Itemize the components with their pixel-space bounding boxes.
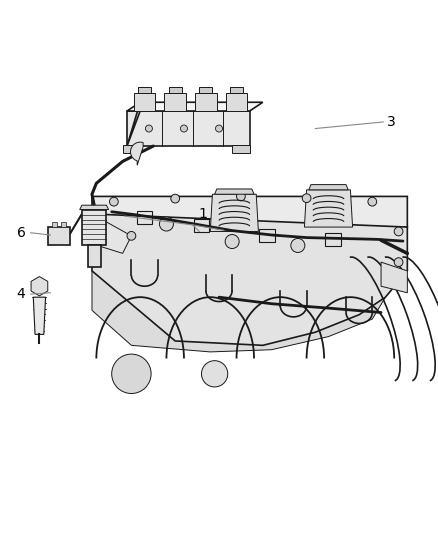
Polygon shape	[199, 87, 212, 93]
Circle shape	[291, 238, 305, 253]
Circle shape	[225, 235, 239, 248]
Polygon shape	[138, 87, 151, 93]
Polygon shape	[33, 297, 46, 334]
Circle shape	[171, 194, 180, 203]
Circle shape	[215, 125, 223, 132]
Polygon shape	[232, 145, 250, 152]
Polygon shape	[169, 87, 182, 93]
Polygon shape	[61, 222, 66, 227]
Polygon shape	[309, 184, 348, 190]
Text: 6: 6	[17, 226, 25, 240]
Polygon shape	[131, 142, 143, 165]
Circle shape	[127, 231, 136, 240]
Polygon shape	[164, 93, 186, 111]
Polygon shape	[80, 205, 109, 209]
Text: 4: 4	[17, 287, 25, 301]
Circle shape	[112, 354, 151, 393]
Polygon shape	[31, 277, 48, 296]
Polygon shape	[52, 222, 57, 227]
Polygon shape	[48, 227, 70, 245]
Circle shape	[145, 125, 152, 132]
Circle shape	[110, 197, 118, 206]
Circle shape	[180, 125, 187, 132]
Polygon shape	[226, 93, 247, 111]
Polygon shape	[123, 145, 140, 152]
Polygon shape	[88, 214, 131, 253]
Text: 3: 3	[387, 115, 396, 129]
Circle shape	[201, 361, 228, 387]
Polygon shape	[215, 189, 254, 194]
Circle shape	[368, 197, 377, 206]
Polygon shape	[127, 111, 250, 146]
Polygon shape	[210, 194, 258, 231]
Circle shape	[394, 258, 403, 266]
Polygon shape	[92, 214, 407, 345]
Polygon shape	[82, 209, 106, 245]
Circle shape	[302, 194, 311, 203]
Circle shape	[237, 192, 245, 201]
Polygon shape	[134, 93, 155, 111]
Polygon shape	[127, 102, 140, 146]
Circle shape	[159, 217, 173, 231]
Polygon shape	[88, 245, 101, 266]
Polygon shape	[92, 197, 407, 240]
Text: 1: 1	[198, 207, 207, 221]
Polygon shape	[127, 102, 263, 111]
Polygon shape	[92, 271, 385, 352]
Polygon shape	[230, 87, 243, 93]
Polygon shape	[304, 190, 353, 227]
Polygon shape	[381, 262, 407, 293]
Polygon shape	[195, 93, 217, 111]
Circle shape	[394, 227, 403, 236]
